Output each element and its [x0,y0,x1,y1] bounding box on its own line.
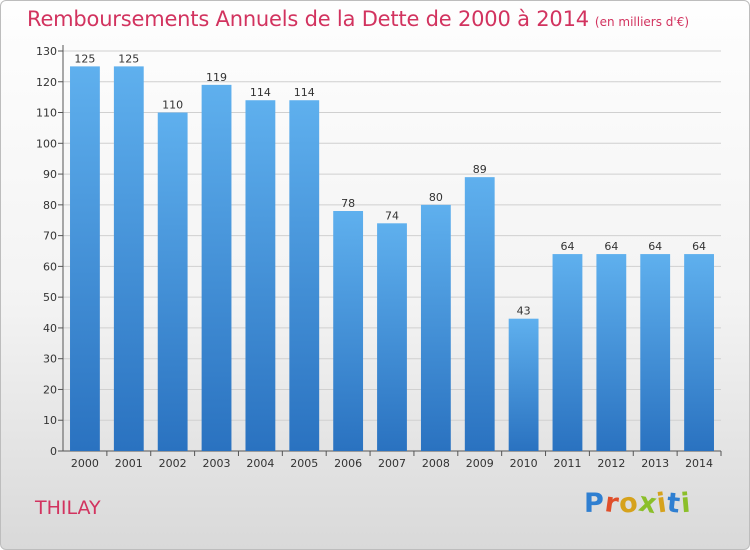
data-label: 114 [294,86,315,99]
data-label: 64 [604,240,618,253]
data-label: 74 [385,209,399,222]
y-tick-label: 40 [43,322,57,335]
x-tick-label: 2008 [422,457,450,470]
x-tick-label: 2012 [597,457,625,470]
y-tick-label: 80 [43,199,57,212]
data-label: 64 [692,240,706,253]
x-tick-label: 2011 [553,457,581,470]
town-name: THILAY [35,497,101,519]
x-tick-label: 2009 [466,457,494,470]
x-tick-label: 2002 [159,457,187,470]
x-tick-label: 2013 [641,457,669,470]
data-labels: 125 125 110 119 114 114 78 74 80 89 43 64 64 64 64 [74,52,706,317]
bar-2009 [464,177,495,451]
y-tick-label: 130 [36,45,57,58]
logo-letter: P [584,488,605,519]
bar-2000 [70,66,100,451]
bar-2002 [157,112,188,452]
y-tick-label: 90 [43,168,57,181]
x-tick-label: 2006 [334,457,362,470]
y-tick-label: 30 [43,353,57,366]
axes: 0 10 20 30 40 50 60 70 80 90 100 110 120 130 2000 2001 2… [36,45,722,470]
bar-2014 [684,254,714,451]
data-label: 80 [429,191,443,204]
x-tick-label: 2005 [290,457,318,470]
data-label: 78 [341,197,355,210]
chart-title: Remboursements Annuels de la Dette de 20… [27,7,589,31]
y-tick-label: 50 [43,291,57,304]
data-label: 125 [118,52,139,65]
bar-2012 [596,254,627,451]
x-tick-label: 2014 [685,457,713,470]
chart-title-row: Remboursements Annuels de la Dette de 20… [27,7,689,31]
data-label: 43 [517,305,531,318]
bar-2006 [333,211,364,451]
bar-2004 [245,100,276,451]
proxiti-logo[interactable]: Proxiti [584,487,693,521]
data-label: 89 [473,163,487,176]
y-tick-label: 60 [43,260,57,273]
bar-2001 [113,66,144,451]
x-tick-label: 2003 [203,457,231,470]
y-tick-label: 20 [43,383,57,396]
bar-2011 [552,254,583,451]
bar-2013 [640,254,671,451]
x-tick-label: 2010 [510,457,538,470]
x-tick-label: 2004 [246,457,274,470]
data-label: 119 [206,71,227,84]
bar-2010 [508,318,539,451]
bar-2003 [201,84,232,451]
data-label: 125 [74,52,95,65]
logo-letter: i [679,487,693,520]
y-tick-label: 10 [43,414,57,427]
x-tick-label: 2001 [115,457,143,470]
bar-2008 [420,204,451,451]
chart-subtitle: (en milliers d'€) [594,15,690,29]
bar-2005 [289,100,320,451]
bars [70,66,714,452]
data-label: 110 [162,99,183,112]
x-tick-label: 2007 [378,457,406,470]
bar-2007 [377,223,407,451]
y-tick-label: 100 [36,137,57,150]
x-tick-label: 2000 [71,457,99,470]
y-tick-label: 110 [36,107,57,120]
y-tick-label: 120 [36,76,57,89]
y-tick-label: 70 [43,230,57,243]
data-label: 64 [648,240,662,253]
data-label: 64 [560,240,574,253]
y-tick-label: 0 [50,445,57,458]
data-label: 114 [250,86,271,99]
